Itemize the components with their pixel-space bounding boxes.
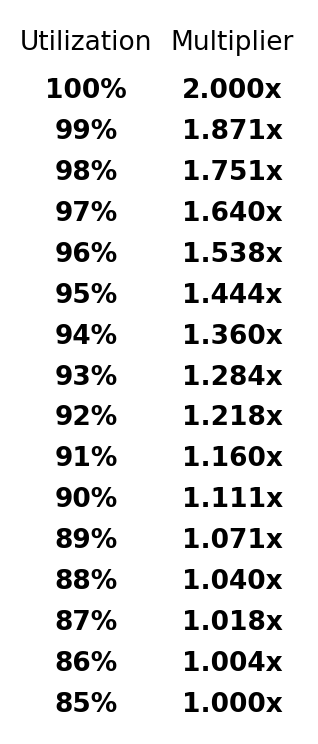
Text: 92%: 92%: [54, 405, 117, 432]
Text: 1.284x: 1.284x: [182, 365, 282, 391]
Text: 2.000x: 2.000x: [182, 78, 282, 104]
Text: 93%: 93%: [54, 365, 117, 391]
Text: 1.640x: 1.640x: [182, 201, 282, 227]
Text: 1.040x: 1.040x: [182, 569, 282, 595]
Text: 1.000x: 1.000x: [182, 692, 282, 718]
Text: 1.111x: 1.111x: [182, 487, 283, 513]
Text: 1.751x: 1.751x: [182, 160, 283, 186]
Text: 100%: 100%: [45, 78, 127, 104]
Text: 89%: 89%: [54, 528, 117, 554]
Text: 85%: 85%: [54, 692, 117, 718]
Text: 1.071x: 1.071x: [182, 528, 283, 554]
Text: 1.538x: 1.538x: [182, 242, 282, 268]
Text: 96%: 96%: [54, 242, 117, 268]
Text: 98%: 98%: [54, 160, 117, 186]
Text: 87%: 87%: [54, 610, 117, 636]
Text: 88%: 88%: [54, 569, 117, 595]
Text: 97%: 97%: [54, 201, 117, 227]
Text: 94%: 94%: [54, 324, 117, 350]
Text: Multiplier: Multiplier: [170, 30, 294, 56]
Text: 1.160x: 1.160x: [182, 446, 283, 472]
Text: 1.871x: 1.871x: [182, 119, 283, 145]
Text: 1.444x: 1.444x: [182, 283, 282, 309]
Text: 1.218x: 1.218x: [182, 405, 283, 432]
Text: Utilization: Utilization: [20, 30, 152, 56]
Text: 1.360x: 1.360x: [182, 324, 282, 350]
Text: 86%: 86%: [54, 651, 117, 677]
Text: 1.004x: 1.004x: [182, 651, 282, 677]
Text: 1.018x: 1.018x: [182, 610, 283, 636]
Text: 99%: 99%: [54, 119, 117, 145]
Text: 91%: 91%: [54, 446, 118, 472]
Text: 95%: 95%: [54, 283, 117, 309]
Text: 90%: 90%: [54, 487, 117, 513]
